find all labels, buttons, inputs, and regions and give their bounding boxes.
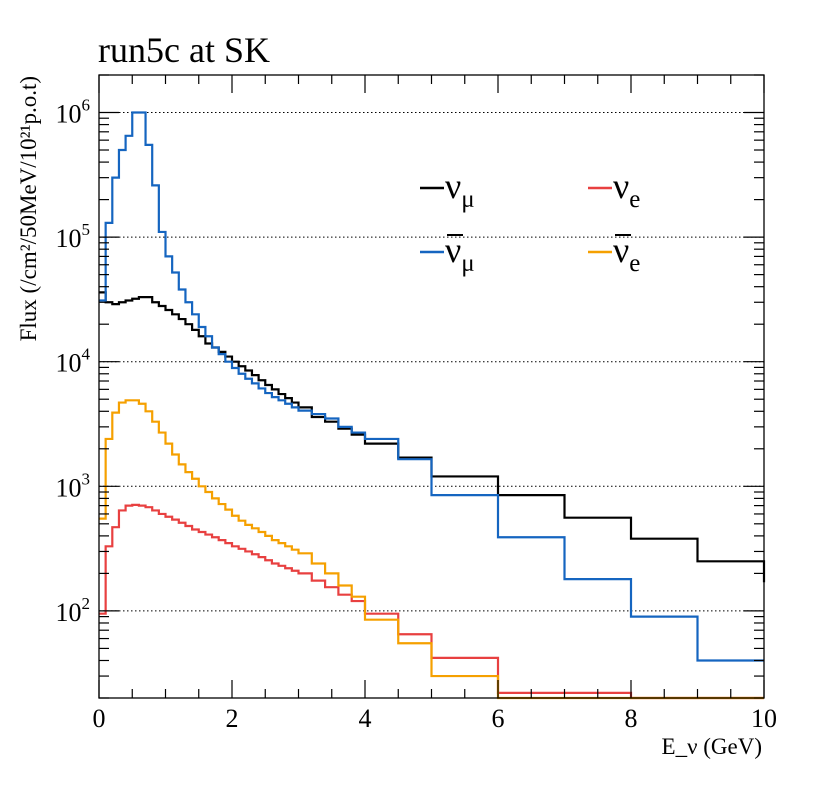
x-tick-label-0: 0 [93,704,106,733]
series-line-3 [99,399,764,700]
legend-entry-2: νe [588,166,640,213]
y-tick-label-2: 104 [56,345,91,378]
plot-frame [98,74,765,699]
x-tick-label-5: 10 [751,704,777,733]
y-tick-label-4: 106 [56,96,91,129]
legend-entry-1: νμ [420,230,475,277]
series-line-2 [99,503,764,700]
legend-label-2: νe [613,166,640,213]
legend-label-0: νμ [445,166,475,213]
y-tick-labels: 102 103 104 105 106 [56,96,91,627]
chart-title: run5c at SK [98,30,270,70]
x-tick-label-3: 6 [492,704,505,733]
x-tick-label-2: 4 [359,704,372,733]
y-tick-label-3: 105 [56,220,91,253]
x-tick-label-1: 2 [226,704,239,733]
series-line-1 [99,111,764,662]
x-tick-label-4: 8 [625,704,638,733]
legend-entry-3: νe [588,230,640,277]
y-axis-label: Flux (/cm²/50MeV/10²¹p.o.t) [16,76,41,341]
series-line-0 [99,291,766,583]
legend-label-3: νe [613,230,640,277]
y-tick-label-0: 102 [56,594,91,627]
legend-entry-0: νμ [420,166,475,213]
legend-label-1: νμ [445,230,475,277]
legend: νμ νμ νe νe [420,166,640,277]
axis-ticks [98,74,765,699]
y-tick-label-1: 103 [56,469,91,502]
x-axis-label: E_ν (GeV) [662,734,762,759]
series-layer [99,111,766,700]
x-tick-labels: 0 2 4 6 8 10 [93,704,778,733]
